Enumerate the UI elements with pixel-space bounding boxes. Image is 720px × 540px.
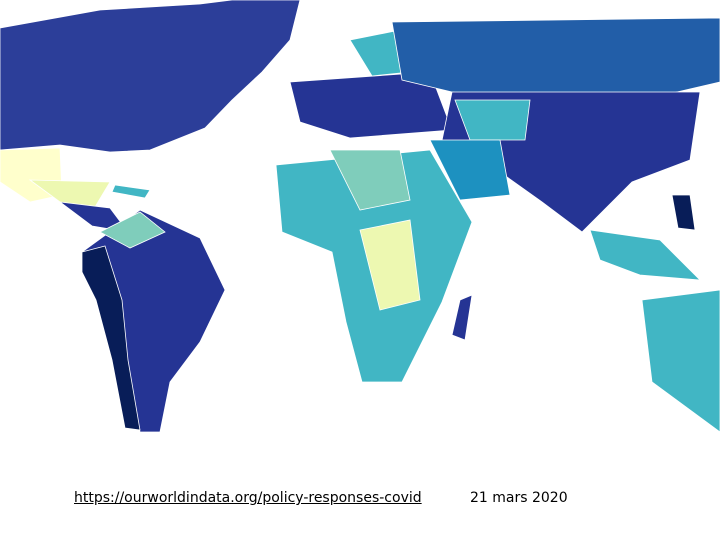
source-link[interactable]: https://ourworldindata.org/policy-respon…: [74, 490, 422, 506]
africa-central: [359, 219, 421, 311]
middle-east: [429, 139, 511, 201]
south-america-west: [81, 245, 141, 431]
australia: [641, 289, 720, 433]
central-asia: [454, 99, 531, 141]
venezuela: [99, 211, 166, 249]
north-america: [0, 0, 301, 153]
caribbean: [111, 184, 151, 199]
world-map: [0, 0, 720, 433]
africa-north: [329, 149, 411, 211]
date: 21 mars 2020: [470, 490, 568, 506]
philippines: [671, 194, 696, 231]
southeast-asia: [589, 229, 702, 281]
madagascar: [451, 294, 473, 341]
